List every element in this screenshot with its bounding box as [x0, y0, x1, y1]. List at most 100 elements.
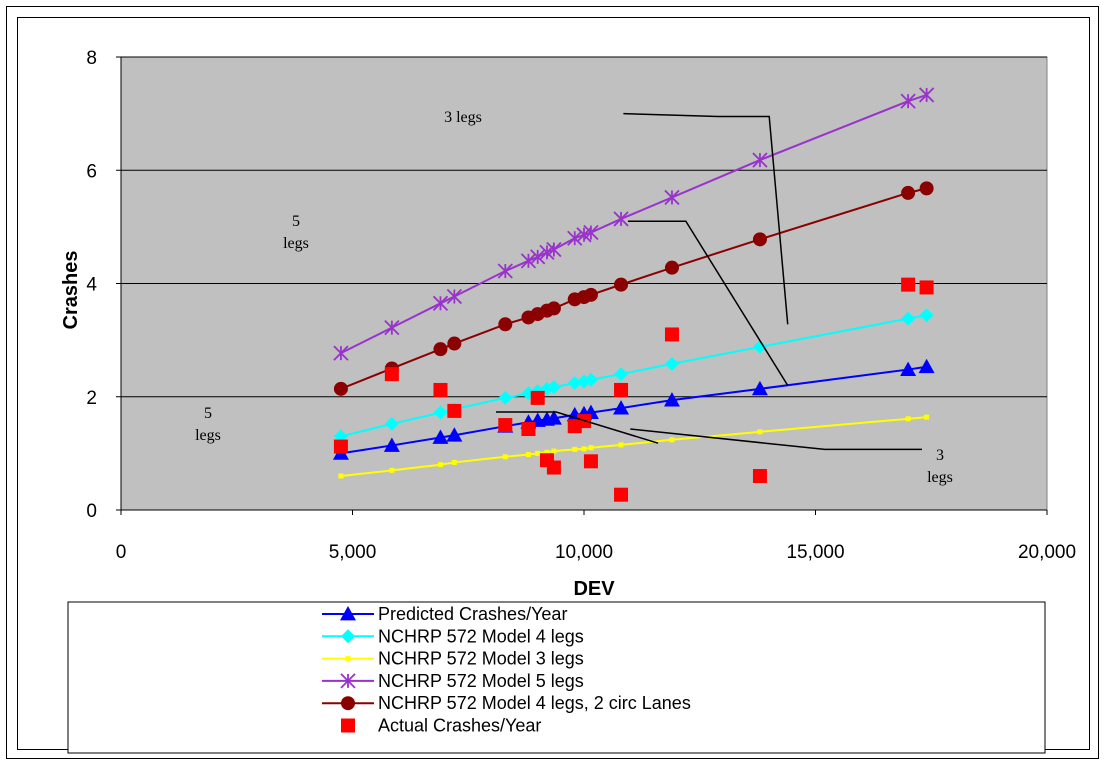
- data-point: [583, 372, 598, 387]
- data-point: [433, 382, 448, 397]
- data-point: [752, 152, 768, 168]
- annotation-label-line: legs: [283, 235, 309, 252]
- legend-swatch-marker: [340, 606, 356, 621]
- y-tick-label: 8: [86, 48, 97, 69]
- data-point: [384, 367, 399, 382]
- annotation-label-line: 5: [204, 405, 212, 422]
- data-point: [437, 462, 443, 468]
- data-point: [530, 390, 545, 405]
- data-point: [521, 422, 536, 437]
- annotation-label: 3 legs: [444, 109, 482, 126]
- data-point: [664, 327, 679, 342]
- data-point: [752, 232, 767, 247]
- data-point: [663, 392, 680, 407]
- x-tick-label: 15,000: [786, 542, 844, 563]
- data-markers: [332, 87, 935, 502]
- data-point: [919, 308, 934, 323]
- data-point: [525, 452, 531, 458]
- data-point: [545, 410, 562, 425]
- legend-label: Predicted Crashes/Year: [378, 604, 567, 624]
- data-point: [432, 429, 449, 444]
- data-point: [546, 460, 561, 475]
- data-point: [924, 414, 930, 420]
- annotation-leader: [627, 220, 789, 386]
- legend-label: NCHRP 572 Model 4 legs, 2 circ Lanes: [378, 693, 691, 713]
- annotation-label-line: legs: [927, 469, 953, 486]
- data-point: [432, 295, 449, 311]
- data-point: [572, 446, 578, 452]
- annotation-label-line: 5: [292, 213, 300, 230]
- data-point: [535, 450, 541, 456]
- data-point: [664, 260, 679, 275]
- data-point: [900, 361, 917, 376]
- data-point: [919, 181, 934, 196]
- axis-ticks: 0 2 4 6 8 0 5,000 10,000 15,000 20,000: [86, 48, 1076, 563]
- data-point: [333, 381, 348, 396]
- data-point: [918, 358, 935, 374]
- data-point: [752, 469, 767, 484]
- legend-box: [67, 601, 1046, 754]
- data-point: [614, 277, 629, 292]
- data-point: [614, 382, 629, 397]
- data-point: [433, 342, 448, 357]
- data-point: [752, 339, 767, 354]
- x-axis-title: DEV: [573, 578, 615, 600]
- legend-label: NCHRP 572 Model 5 legs: [378, 671, 584, 691]
- data-point: [389, 467, 395, 473]
- annotation-label-line: 3 legs: [444, 109, 482, 126]
- annotations: 3 legs 5 legs 5 legs 3 legs: [195, 109, 953, 486]
- data-point: [383, 437, 400, 452]
- data-point: [751, 380, 768, 396]
- data-point: [901, 277, 916, 292]
- data-point: [588, 445, 594, 451]
- data-point: [567, 376, 582, 391]
- annotation-label-line: 3: [936, 447, 944, 464]
- x-tick-label: 5,000: [329, 542, 377, 563]
- data-point: [613, 400, 630, 415]
- data-point: [384, 416, 399, 431]
- data-point: [581, 446, 587, 452]
- data-point: [446, 427, 463, 442]
- legend-swatch-marker: [341, 696, 355, 711]
- data-point: [664, 356, 679, 371]
- data-point: [544, 449, 550, 455]
- data-point: [669, 437, 675, 443]
- legend-swatch-marker: [340, 673, 356, 689]
- data-point: [613, 211, 629, 227]
- data-point: [905, 416, 911, 422]
- annotation-leader: [496, 411, 659, 444]
- data-point: [919, 280, 934, 295]
- data-point: [502, 454, 508, 460]
- data-point: [498, 317, 513, 332]
- data-point: [614, 367, 629, 382]
- y-tick-label: 6: [86, 161, 97, 182]
- data-point: [583, 224, 599, 241]
- data-point: [451, 459, 457, 465]
- legend-swatch-marker: [341, 718, 355, 733]
- data-point: [546, 241, 562, 258]
- legend-label: NCHRP 572 Model 3 legs: [378, 649, 584, 669]
- data-point: [497, 263, 513, 279]
- grid-lines: [121, 56, 1047, 398]
- data-point: [498, 390, 513, 405]
- data-point: [551, 448, 557, 454]
- legend-label: Actual Crashes/Year: [378, 716, 541, 736]
- data-point: [901, 185, 916, 200]
- data-point: [447, 336, 462, 351]
- data-point: [583, 287, 598, 302]
- data-point: [338, 473, 344, 479]
- y-tick-label: 0: [86, 501, 97, 522]
- data-point: [333, 439, 348, 454]
- data-point: [546, 380, 561, 395]
- annotation-leader: [623, 112, 789, 325]
- data-point: [618, 442, 624, 448]
- annotation-label: 5 legs: [195, 405, 221, 444]
- data-point: [447, 403, 462, 418]
- data-point: [546, 301, 561, 316]
- data-point: [333, 345, 349, 361]
- x-tick-label: 0: [116, 542, 127, 563]
- legend-label: NCHRP 572 Model 4 legs: [378, 626, 584, 646]
- annotation-label-line: legs: [195, 427, 221, 444]
- data-point: [900, 93, 916, 109]
